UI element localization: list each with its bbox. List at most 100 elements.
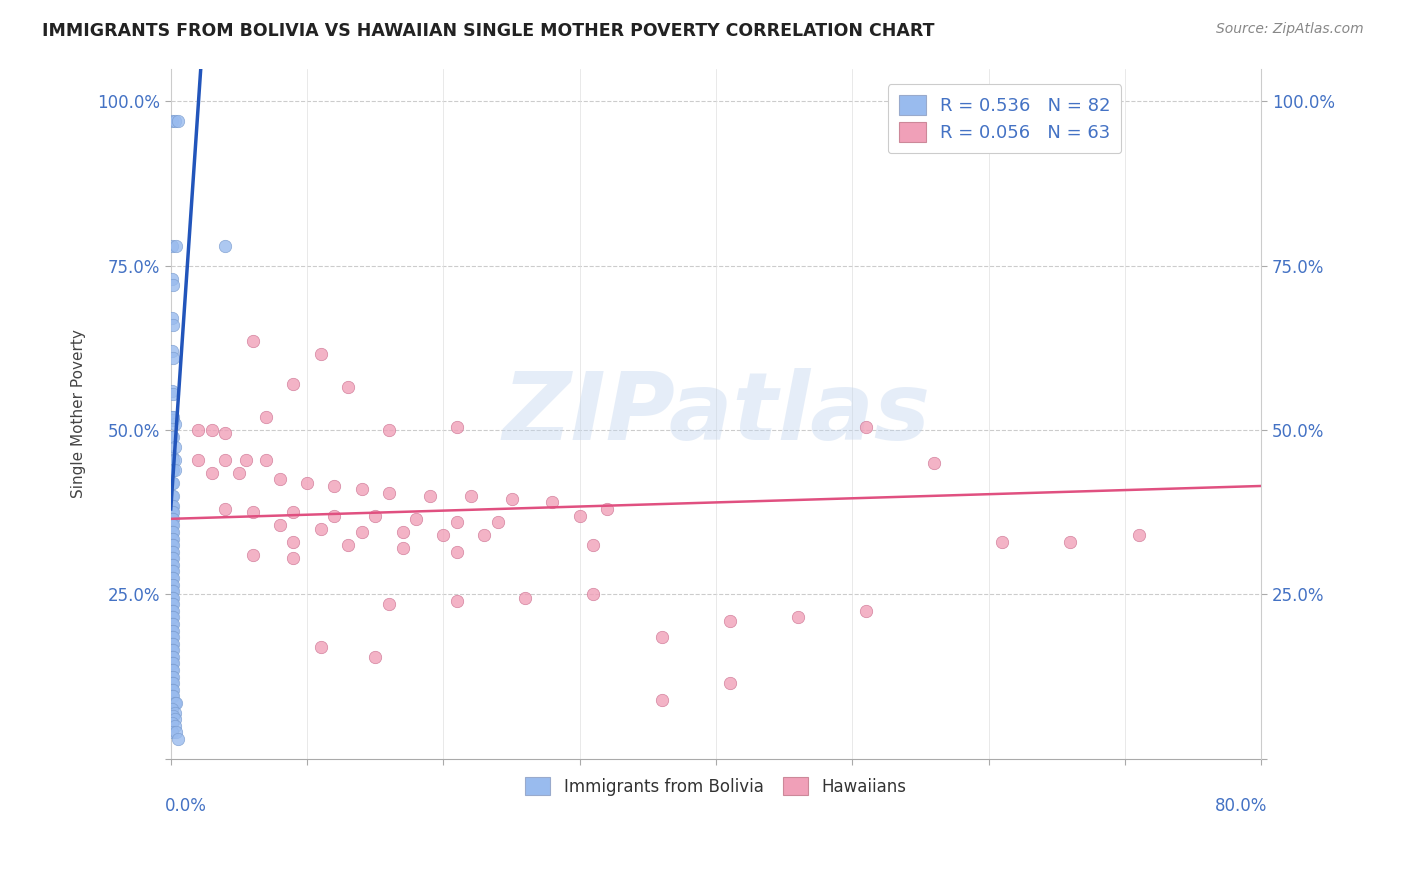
Point (446, 594, 468, 608)
Point (242, 334, 264, 349)
Point (160, 584, 183, 599)
Point (855, 419, 877, 434)
Point (364, 649, 387, 664)
Point (162, 690, 184, 704)
Point (515, 591, 537, 605)
Point (160, 475, 183, 490)
Point (651, 630, 673, 644)
Point (160, 532, 183, 546)
Point (337, 380, 360, 394)
Point (165, 696, 187, 710)
Point (160, 670, 183, 684)
Point (162, 551, 184, 566)
Point (283, 505, 305, 519)
Point (160, 462, 183, 476)
Point (446, 545, 468, 559)
Point (163, 706, 186, 720)
Point (162, 604, 184, 618)
Point (269, 472, 291, 486)
Point (162, 624, 184, 638)
Point (160, 725, 183, 739)
Point (364, 508, 387, 523)
Point (378, 423, 401, 437)
Point (214, 239, 236, 253)
Point (162, 565, 184, 579)
Point (162, 462, 184, 476)
Point (855, 604, 877, 618)
Point (162, 524, 184, 539)
Point (162, 430, 184, 444)
Point (160, 591, 183, 605)
Point (486, 515, 509, 529)
Point (165, 239, 187, 253)
Point (160, 518, 183, 533)
Point (651, 692, 673, 706)
Point (419, 489, 441, 503)
Point (162, 591, 184, 605)
Point (350, 524, 373, 539)
Point (162, 617, 184, 632)
Text: Source: ZipAtlas.com: Source: ZipAtlas.com (1216, 22, 1364, 37)
Point (162, 676, 184, 690)
Point (160, 643, 183, 657)
Point (718, 676, 741, 690)
Point (718, 614, 741, 628)
Point (160, 690, 183, 704)
Point (162, 413, 184, 427)
Point (160, 715, 183, 730)
Point (160, 344, 183, 359)
Point (378, 597, 401, 611)
Point (162, 512, 184, 526)
Point (242, 505, 264, 519)
Point (160, 239, 183, 253)
Point (160, 637, 183, 651)
Text: 0.0%: 0.0% (166, 797, 207, 814)
Point (378, 485, 401, 500)
Point (160, 551, 183, 566)
Text: IMMIGRANTS FROM BOLIVIA VS HAWAIIAN SINGLE MOTHER POVERTY CORRELATION CHART: IMMIGRANTS FROM BOLIVIA VS HAWAIIAN SING… (42, 22, 935, 40)
Point (323, 479, 346, 493)
Point (922, 456, 945, 470)
Point (160, 512, 183, 526)
Point (162, 643, 184, 657)
Point (160, 558, 183, 572)
Point (162, 351, 184, 365)
Point (162, 663, 184, 677)
Point (254, 409, 277, 424)
Point (162, 545, 184, 559)
Point (391, 524, 413, 539)
Point (162, 558, 184, 572)
Point (163, 114, 186, 128)
Point (501, 492, 523, 507)
Point (295, 475, 318, 490)
Point (162, 657, 184, 671)
Point (201, 466, 224, 480)
Point (991, 534, 1014, 549)
Point (391, 541, 413, 556)
Point (160, 565, 183, 579)
Point (162, 571, 184, 585)
Point (160, 657, 183, 671)
Point (446, 419, 468, 434)
Y-axis label: Single Mother Poverty: Single Mother Poverty (72, 329, 86, 498)
Point (162, 597, 184, 611)
Point (160, 624, 183, 638)
Point (160, 604, 183, 618)
Point (160, 649, 183, 664)
Point (228, 466, 250, 480)
Point (1059, 534, 1081, 549)
Legend: Immigrants from Bolivia, Hawaiians: Immigrants from Bolivia, Hawaiians (519, 770, 914, 802)
Point (160, 538, 183, 552)
Point (283, 377, 305, 392)
Point (160, 489, 183, 503)
Point (162, 610, 184, 624)
Point (160, 524, 183, 539)
Point (337, 538, 360, 552)
Point (214, 502, 236, 516)
Point (786, 610, 808, 624)
Point (163, 452, 186, 467)
Point (269, 518, 291, 533)
Point (472, 528, 495, 542)
Point (460, 489, 482, 503)
Point (163, 417, 186, 431)
